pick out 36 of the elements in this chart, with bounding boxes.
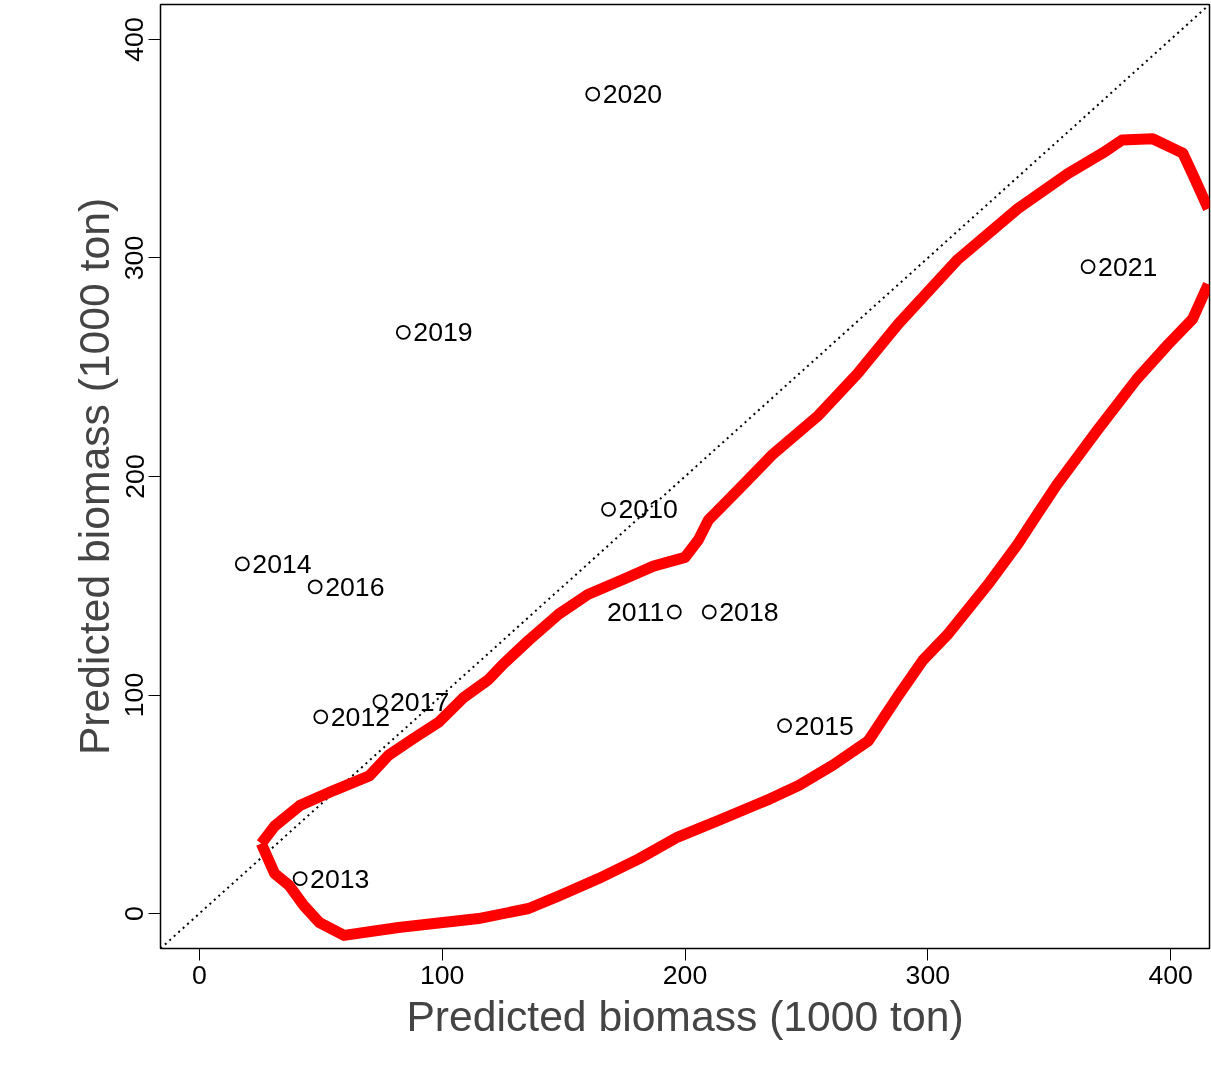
- y-tick-label: 300: [119, 235, 150, 281]
- annotation: 2015: [794, 710, 854, 741]
- point: [372, 694, 388, 709]
- x-tick-label: 300: [905, 959, 951, 990]
- annotation: 2013: [310, 863, 370, 894]
- point: [701, 604, 717, 620]
- y-axis-title: Predicted biomass (1000 ton): [69, 197, 118, 756]
- annotation: 2019: [413, 317, 473, 348]
- y-tick-label: 400: [119, 17, 150, 62]
- point: [307, 579, 323, 595]
- point: [1080, 259, 1096, 275]
- point: [601, 501, 616, 517]
- point: [395, 324, 411, 340]
- x-tick-label: 400: [1148, 959, 1193, 990]
- point: [313, 709, 329, 725]
- annotation: 2012: [330, 701, 391, 732]
- annotation: 2017: [390, 686, 450, 717]
- annotation: 2011: [606, 596, 665, 627]
- annotation: 2018: [719, 596, 779, 627]
- annotation: 2014: [252, 548, 312, 579]
- y-tick-label: 0: [119, 906, 150, 921]
- point: [666, 604, 682, 620]
- point: [292, 871, 308, 886]
- point: [585, 86, 601, 102]
- annotation: 2021: [1098, 251, 1158, 282]
- annotation: 2020: [602, 79, 663, 110]
- x-axis-title: Predicted biomass (1000 ton): [406, 991, 964, 1040]
- y-tick-label: 200: [119, 454, 150, 499]
- point: [777, 718, 792, 733]
- annotation: 2010: [618, 494, 678, 525]
- annotation: 2016: [325, 571, 385, 602]
- x-tick-label: 0: [191, 959, 207, 990]
- x-tick-label: 100: [419, 959, 465, 990]
- y-tick-label: 100: [119, 672, 150, 718]
- x-tick-label: 200: [662, 959, 708, 990]
- point: [234, 556, 250, 572]
